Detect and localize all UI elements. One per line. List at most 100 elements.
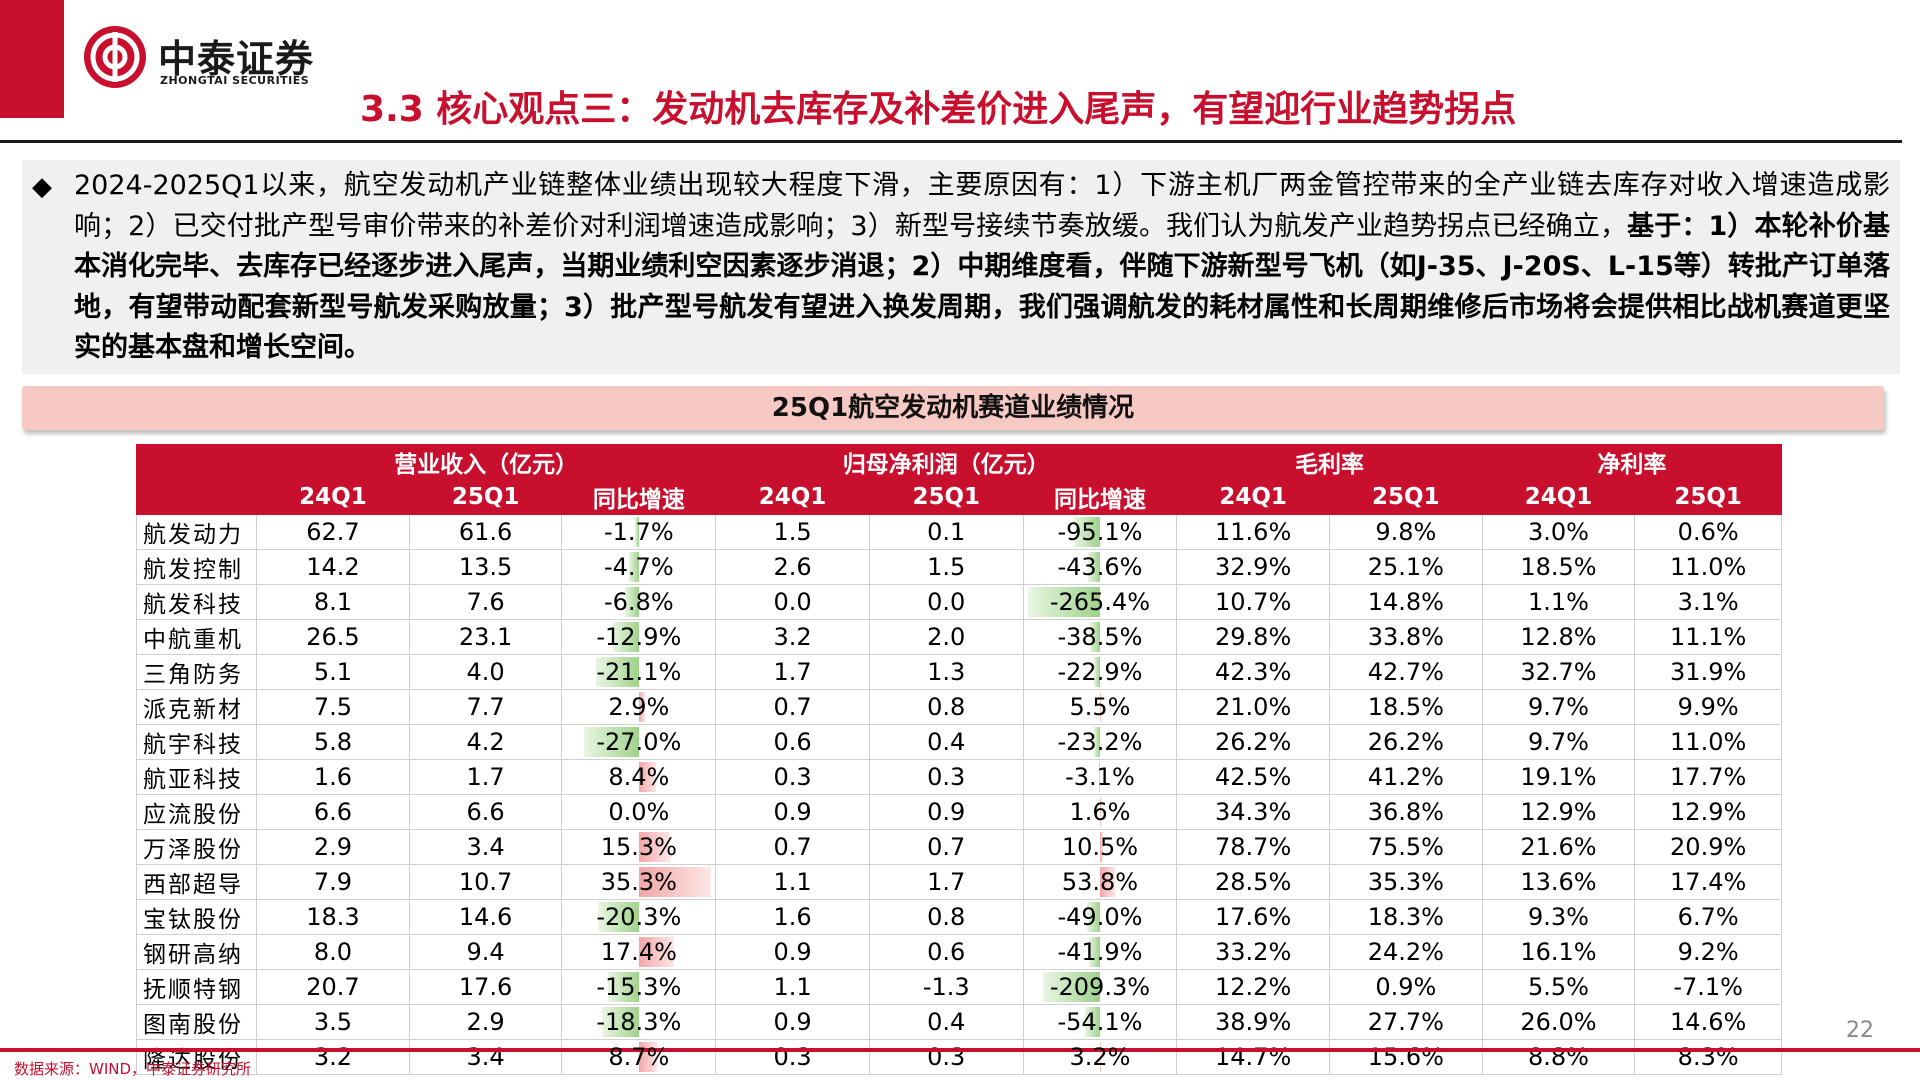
- table-cell: 26.5: [256, 619, 410, 655]
- table-cell: 78.7%: [1176, 829, 1330, 865]
- summary-part-2-bold: 基于：1）本轮补价基本消化完毕、去库存已经逐步进入尾声，当期业绩利空因素逐步消退…: [74, 210, 1890, 364]
- yoy-value: 0.0%: [608, 798, 670, 826]
- yoy-data-bar: [624, 587, 639, 617]
- revenue-yoy-cell: -20.3%: [561, 899, 717, 935]
- company-name-cell: 应流股份: [135, 794, 258, 830]
- revenue-yoy-cell: -21.1%: [561, 654, 717, 690]
- performance-table: 营业收入（亿元） 归母净利润（亿元） 毛利率 净利率 24Q1 25Q1 同比增…: [135, 444, 1783, 1075]
- table-cell: 0.6: [715, 724, 870, 760]
- table-cell: 38.9%: [1176, 1004, 1330, 1040]
- company-name-cell: 派克新材: [135, 689, 258, 725]
- yoy-data-bar: [1099, 762, 1100, 792]
- yoy-value: -22.9%: [1057, 658, 1143, 686]
- table-cell: 16.1%: [1481, 934, 1636, 970]
- table-cell: 0.6%: [1634, 514, 1782, 550]
- company-name-cell: 航宇科技: [135, 724, 258, 760]
- yoy-data-bar: [1093, 657, 1100, 687]
- net-profit-yoy-cell: -3.1%: [1022, 759, 1178, 795]
- table-cell: 24.2%: [1328, 934, 1483, 970]
- table-cell: 0.6: [868, 934, 1024, 970]
- yoy-value: 3.2%: [1069, 1043, 1131, 1071]
- table-cell: 14.6%: [1634, 1004, 1782, 1040]
- table-cell: 7.9: [256, 864, 410, 900]
- company-name-cell: 航发控制: [135, 549, 258, 585]
- table-cell: 20.7: [256, 969, 410, 1005]
- revenue-yoy-cell: -27.0%: [561, 724, 717, 760]
- yoy-value: -15.3%: [596, 973, 682, 1001]
- revenue-yoy-cell: 2.9%: [561, 689, 717, 725]
- yoy-value: -6.8%: [604, 588, 674, 616]
- table-cell: 9.2%: [1634, 934, 1782, 970]
- table-cell: 27.7%: [1328, 1004, 1483, 1040]
- yoy-value: -54.1%: [1057, 1008, 1143, 1036]
- table-cell: 12.2%: [1176, 969, 1330, 1005]
- table-cell: 3.2: [715, 619, 870, 655]
- table-cell: 13.6%: [1481, 864, 1636, 900]
- table-row: 航发科技 8.1 7.6 -6.8% 0.0 0.0 -265.4% 10.7% 14.8% 1.…: [135, 584, 1782, 620]
- yoy-value: -23.2%: [1057, 728, 1143, 756]
- yoy-data-bar: [1085, 1007, 1100, 1037]
- table-cell: 0.3: [715, 759, 870, 795]
- table-cell: 8.3%: [1634, 1039, 1782, 1075]
- table-cell: 6.7%: [1634, 899, 1782, 935]
- yoy-value: 5.5%: [1069, 693, 1131, 721]
- title-divider: [0, 140, 1902, 143]
- table-cell: 42.7%: [1328, 654, 1483, 690]
- subheader-cell: 25Q1: [868, 479, 1024, 515]
- table-cell: 3.5: [256, 1004, 410, 1040]
- table-cell: 5.8: [256, 724, 410, 760]
- net-profit-yoy-cell: -54.1%: [1022, 1004, 1178, 1040]
- table-cell: 33.2%: [1176, 934, 1330, 970]
- table-cell: 42.5%: [1176, 759, 1330, 795]
- revenue-yoy-cell: -15.3%: [561, 969, 717, 1005]
- table-cell: 14.8%: [1328, 584, 1483, 620]
- table-cell: 11.0%: [1634, 724, 1782, 760]
- yoy-value: 8.4%: [608, 763, 670, 791]
- table-cell: 2.9: [256, 829, 410, 865]
- company-name-cell: 宝钛股份: [135, 899, 258, 935]
- table-cell: 0.3: [868, 759, 1024, 795]
- table-cell: 3.0%: [1481, 514, 1636, 550]
- table-cell: 1.5: [715, 514, 870, 550]
- yoy-value: 1.6%: [1069, 798, 1131, 826]
- yoy-value: 10.5%: [1061, 833, 1139, 861]
- table-cell: -1.3: [868, 969, 1024, 1005]
- net-profit-yoy-cell: -43.6%: [1022, 549, 1178, 585]
- table-cell: 1.1%: [1481, 584, 1636, 620]
- table-cell: 14.6: [408, 899, 563, 935]
- net-profit-yoy-cell: 53.8%: [1022, 864, 1178, 900]
- table-row: 万泽股份 2.9 3.4 15.3% 0.7 0.7 10.5% 78.7% 75.5% 21.6…: [135, 829, 1782, 865]
- table-cell: 17.6%: [1176, 899, 1330, 935]
- table-cell: 62.7: [256, 514, 410, 550]
- summary-text: 2024-2025Q1以来，航空发动机产业链整体业绩出现较大程度下滑，主要原因有…: [74, 166, 1890, 369]
- yoy-value: 8.7%: [608, 1043, 670, 1071]
- table-cell: 2.0: [868, 619, 1024, 655]
- table-row: 钢研高纳 8.0 9.4 17.4% 0.9 0.6 -41.9% 33.2% 24.2% 16.…: [135, 934, 1782, 970]
- revenue-yoy-cell: 17.4%: [561, 934, 717, 970]
- logo-mark-icon: [84, 26, 146, 88]
- table-cell: 8.8%: [1481, 1039, 1636, 1075]
- table-cell: 26.2%: [1328, 724, 1483, 760]
- subheader-cell: 同比增速: [561, 479, 717, 515]
- table-cell: 32.7%: [1481, 654, 1636, 690]
- summary-part-1: 2024-2025Q1以来，航空发动机产业链整体业绩出现较大程度下滑，主要原因有…: [74, 170, 1890, 242]
- table-cell: 3.4: [408, 829, 563, 865]
- table-cell: 17.7%: [1634, 759, 1782, 795]
- yoy-value: 53.8%: [1061, 868, 1139, 896]
- company-name-cell: 钢研高纳: [135, 934, 258, 970]
- table-cell: 9.7%: [1481, 689, 1636, 725]
- yoy-value: 35.3%: [600, 868, 677, 896]
- table-row: 航亚科技 1.6 1.7 8.4% 0.3 0.3 -3.1% 42.5% 41.2% 19.1%…: [135, 759, 1782, 795]
- table-cell: 1.6: [715, 899, 870, 935]
- subheader-cell: 24Q1: [256, 479, 410, 515]
- table-row: 航发控制 14.2 13.5 -4.7% 2.6 1.5 -43.6% 32.9% 25.1% 1…: [135, 549, 1782, 585]
- header-net-profit: 归母净利润（亿元）: [715, 444, 1178, 480]
- yoy-data-bar: [1089, 622, 1100, 652]
- table-cell: 5.5%: [1481, 969, 1636, 1005]
- yoy-value: -3.1%: [1065, 763, 1135, 791]
- table-cell: 4.0: [408, 654, 563, 690]
- yoy-value: -1.7%: [604, 518, 674, 546]
- yoy-data-bar: [1099, 1042, 1101, 1072]
- subheader-cell: 25Q1: [1328, 479, 1483, 515]
- net-profit-yoy-cell: 10.5%: [1022, 829, 1178, 865]
